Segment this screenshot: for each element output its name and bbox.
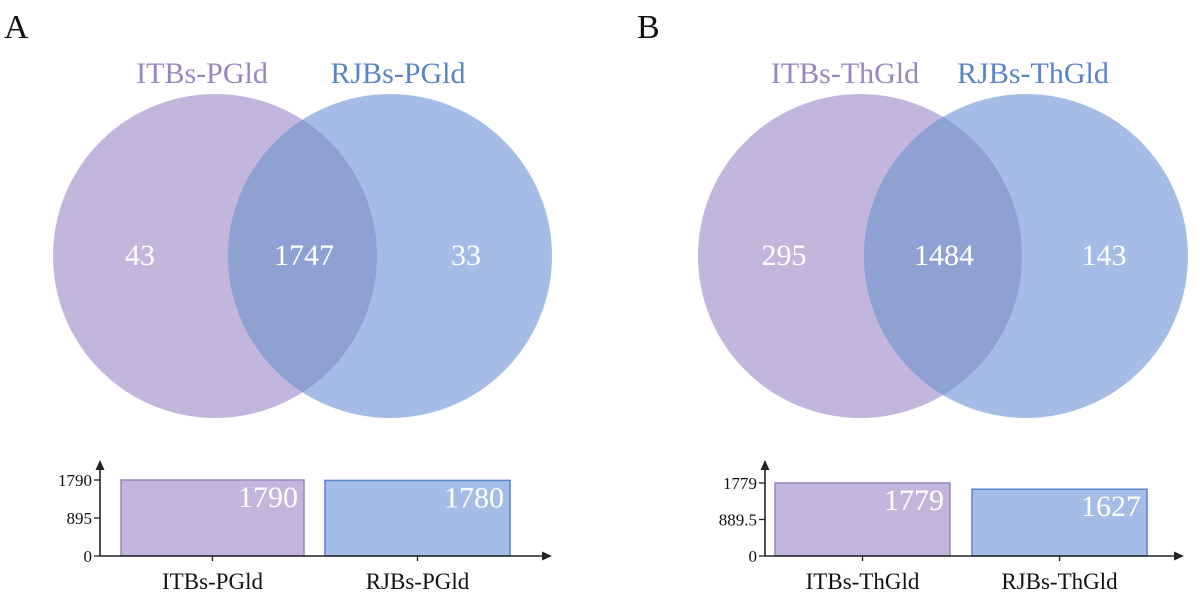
bar-chart-b-category-label-2: RJBs-ThGld xyxy=(1001,569,1118,594)
bar-chart-b-y-axis-arrow xyxy=(760,460,770,470)
venn-diagram-b: ITBs-ThGld RJBs-ThGld 295 1484 143 xyxy=(698,57,1188,418)
bar-chart-b-y-tick-label-1: 0 xyxy=(749,547,758,566)
panel-a: A ITBs-PGld RJBs-PGld 43 1747 33 1790 ITB… xyxy=(4,9,552,594)
bar-chart-a: 1790 ITBs-PGld 1780 RJBs-PGld 0 895 1790 xyxy=(58,460,552,594)
bar-chart-a-y-tick-label-2: 895 xyxy=(67,509,93,528)
bar-chart-b-value-label-2: 1627 xyxy=(1081,490,1141,523)
bar-chart-b-category-label-1: ITBs-ThGld xyxy=(806,569,920,594)
panel-b: B ITBs-ThGld RJBs-ThGld 295 1484 143 177… xyxy=(637,9,1188,594)
venn-b-only-b-count: 143 xyxy=(1082,239,1127,272)
bar-chart-a-y-axis-arrow xyxy=(95,460,105,470)
panel-letter-a: A xyxy=(4,9,29,46)
venn-b-set-b-title: RJBs-ThGld xyxy=(957,57,1109,90)
venn-b-only-a-count: 295 xyxy=(762,239,807,272)
venn-diagram-a: ITBs-PGld RJBs-PGld 43 1747 33 xyxy=(53,57,552,418)
venn-a-set-b-title: RJBs-PGld xyxy=(330,57,465,90)
bar-chart-a-y-tick-label-3: 1790 xyxy=(58,471,92,490)
panel-letter-b: B xyxy=(637,9,660,46)
venn-a-only-b-count: 33 xyxy=(451,239,481,272)
bar-chart-a-category-label-1: ITBs-PGld xyxy=(162,569,263,594)
bar-chart-a-y-tick-label-1: 0 xyxy=(84,547,93,566)
bar-chart-b-x-axis-arrow xyxy=(1174,551,1184,561)
bar-chart-a-bar-1 xyxy=(120,479,305,557)
bar-chart-b-value-label-1: 1779 xyxy=(884,484,944,517)
bar-chart-a-category-label-2: RJBs-PGld xyxy=(366,569,470,594)
venn-b-overlap-count: 1484 xyxy=(914,239,974,272)
venn-b-set-a-title: ITBs-ThGld xyxy=(771,57,919,90)
venn-a-overlap-count: 1747 xyxy=(274,239,334,272)
venn-a-only-a-count: 43 xyxy=(125,239,155,272)
bar-chart-a-value-label-2: 1780 xyxy=(444,481,504,514)
bar-chart-b-y-tick-label-3: 1779 xyxy=(723,474,757,493)
bar-chart-a-x-axis-arrow xyxy=(542,551,552,561)
bar-chart-b-bar-1 xyxy=(774,482,951,557)
venn-a-overlap-region xyxy=(228,94,377,418)
bar-chart-b: 1779 ITBs-ThGld 1627 RJBs-ThGld 0 889.5 1779 xyxy=(719,460,1184,594)
bar-chart-b-y-tick-label-2: 889.5 xyxy=(719,511,757,530)
bar-chart-b-bar-2 xyxy=(971,488,1148,557)
venn-b-overlap-region xyxy=(864,94,1022,418)
venn-a-set-a-title: ITBs-PGld xyxy=(136,57,268,90)
bar-chart-a-value-label-1: 1790 xyxy=(238,481,298,514)
